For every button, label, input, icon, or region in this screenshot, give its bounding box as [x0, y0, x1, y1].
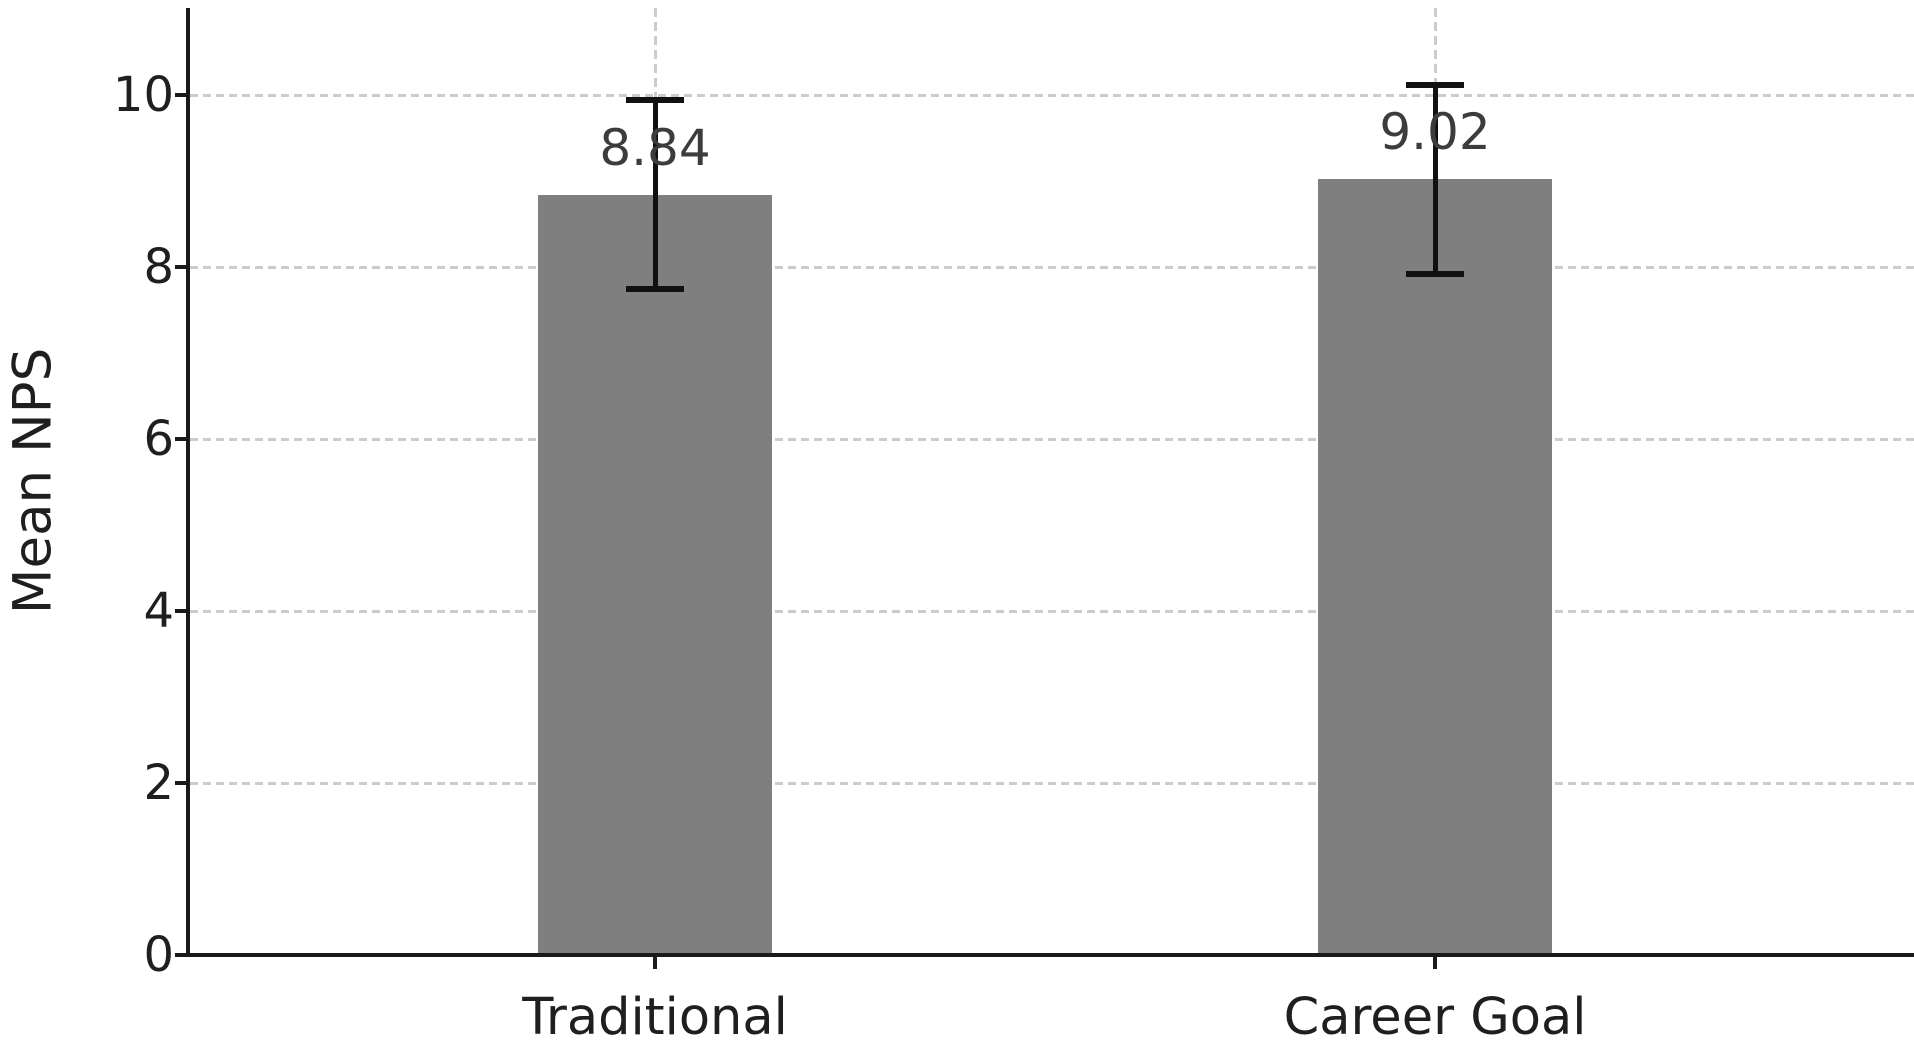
error-bar-cap-bottom-career-goal: [1406, 270, 1464, 277]
y-axis-spine: [186, 8, 190, 957]
y-tick-label-2: 2: [143, 755, 174, 811]
y-tick-label-10: 10: [112, 67, 174, 123]
error-bar-traditional: [653, 100, 658, 290]
y-tick-label-6: 6: [143, 411, 174, 467]
bar-career-goal: [1318, 179, 1552, 955]
y-tick-label-0: 0: [143, 927, 174, 983]
y-tick-label-4: 4: [143, 583, 174, 639]
y-tick-mark-0: [175, 953, 186, 957]
error-bar-career-goal: [1433, 84, 1438, 274]
x-axis-spine: [186, 953, 1914, 957]
error-bar-cap-top-traditional: [626, 97, 684, 104]
bar-value-label-traditional: 8.84: [599, 118, 711, 177]
x-tick-mark-career-goal: [1433, 957, 1437, 969]
error-bar-cap-top-career-goal: [1406, 81, 1464, 88]
bar-traditional: [538, 194, 772, 955]
y-tick-mark-10: [175, 93, 186, 97]
x-tick-label-career-goal: Career Goal: [1283, 988, 1587, 1047]
y-tick-mark-6: [175, 437, 186, 441]
y-axis-title: Mean NPS: [2, 347, 64, 615]
gridline-h-4: [190, 610, 1914, 613]
y-tick-label-8: 8: [143, 239, 174, 295]
y-tick-mark-8: [175, 265, 186, 269]
x-tick-label-traditional: Traditional: [522, 988, 788, 1047]
y-tick-mark-2: [175, 781, 186, 785]
gridline-h-2: [190, 782, 1914, 785]
gridline-h-10: [190, 94, 1914, 97]
gridline-h-8: [190, 266, 1914, 269]
gridline-h-6: [190, 438, 1914, 441]
y-tick-mark-4: [175, 609, 186, 613]
x-tick-mark-traditional: [653, 957, 657, 969]
error-bar-cap-bottom-traditional: [626, 286, 684, 293]
bar-value-label-career-goal: 9.02: [1379, 103, 1491, 162]
